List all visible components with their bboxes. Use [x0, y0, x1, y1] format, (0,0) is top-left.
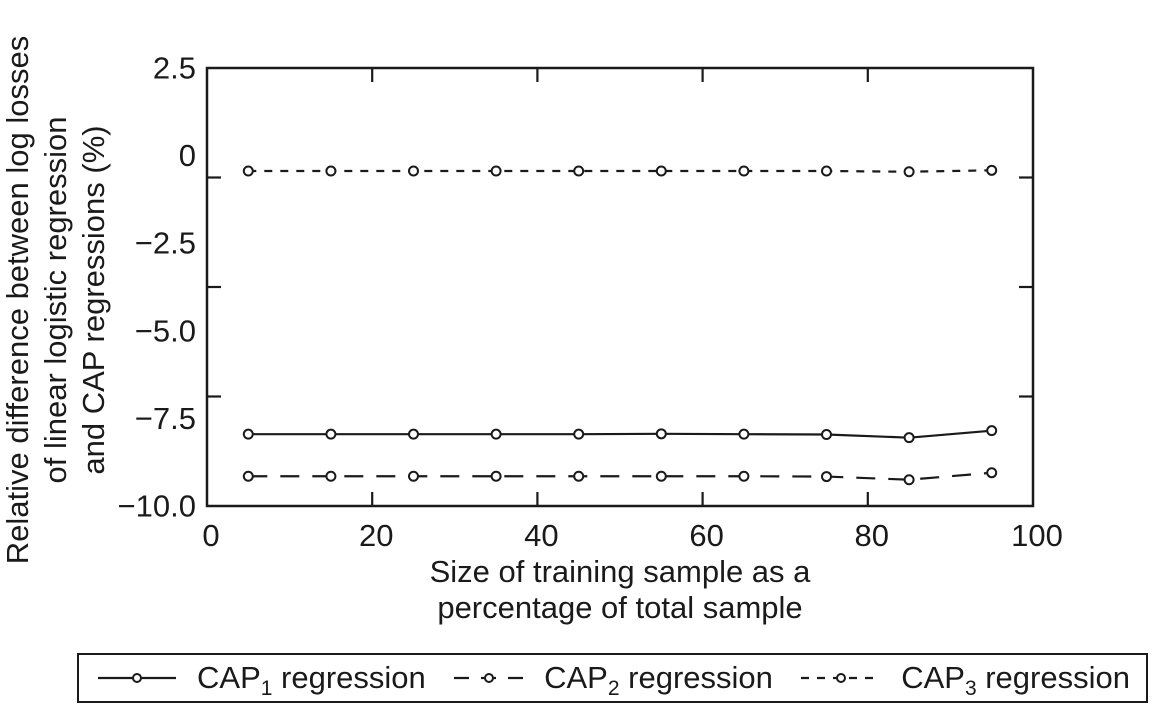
legend: CAP1 regression CAP2 regression CAP3 reg… [77, 653, 1148, 703]
data-point-cap1-x85 [903, 432, 915, 444]
data-point-cap3-x95 [986, 164, 998, 176]
series-line-cap2 [248, 471, 992, 481]
data-point-cap3-x55 [655, 165, 667, 177]
data-point-cap1-x5 [242, 428, 254, 440]
data-point-cap2-x35 [490, 470, 502, 482]
x-axis-title: Size of training sample as a percentage … [207, 554, 1033, 626]
x-tick-label-40: 40 [524, 518, 558, 553]
y-tick-label-3: −5.0 [135, 313, 196, 348]
legend-label-cap1-suffix: regression [272, 660, 426, 695]
x-axis-title-line-2: percentage of total sample [437, 590, 803, 625]
legend-label-cap1: CAP1 regression [197, 660, 426, 699]
x-tick-label-60: 60 [689, 518, 723, 553]
data-point-cap3-x15 [325, 165, 337, 177]
legend-entry-cap3: CAP3 regression [799, 660, 1130, 699]
legend-sample-marker-cap1 [132, 673, 142, 683]
data-point-cap2-x65 [738, 470, 750, 482]
legend-short-dash-line-icon [801, 673, 882, 683]
legend-long-dash-line-icon [454, 673, 525, 683]
data-point-cap3-x5 [242, 165, 254, 177]
legend-label-cap3-suffix: regression [976, 660, 1130, 695]
legend-label-cap3-subscript: 3 [964, 677, 977, 701]
legend-entry-cap1: CAP1 regression [95, 660, 426, 699]
data-point-cap3-x85 [903, 166, 915, 178]
y-tick-label-0: 2.5 [153, 51, 196, 86]
data-point-cap2-x45 [573, 470, 585, 482]
data-point-cap1-x75 [821, 429, 832, 441]
legend-label-cap3-prefix: CAP [901, 660, 965, 695]
series-line-cap3 [248, 169, 992, 173]
data-point-cap2-x25 [408, 470, 419, 482]
y-tick-label-5: −10.0 [118, 489, 196, 524]
series-line-cap1 [248, 429, 992, 439]
data-point-cap1-x95 [986, 425, 998, 437]
legend-solid-line-icon [98, 673, 176, 683]
x-tick-label-100: 100 [1011, 518, 1063, 553]
data-point-cap2-x95 [986, 467, 998, 479]
data-point-cap2-x55 [655, 470, 667, 482]
legend-label-cap1-subscript: 1 [260, 677, 273, 701]
legend-label-cap2-prefix: CAP [544, 660, 608, 695]
legend-sample-marker-cap2 [484, 673, 495, 683]
data-point-cap2-x85 [903, 474, 915, 486]
x-tick-label-20: 20 [359, 518, 393, 553]
legend-label-cap2-suffix: regression [619, 660, 773, 695]
legend-entry-cap2: CAP2 regression [452, 660, 773, 699]
data-point-cap1-x35 [490, 428, 502, 440]
data-point-cap3-x35 [490, 165, 502, 177]
legend-label-cap1-prefix: CAP [197, 660, 261, 695]
data-point-cap2-x15 [325, 470, 337, 482]
legend-label-cap2: CAP2 regression [544, 660, 773, 699]
data-point-cap2-x75 [821, 471, 832, 483]
data-point-cap1-x15 [325, 428, 337, 440]
y-tick-label-4: −7.5 [135, 401, 196, 436]
data-point-cap1-x65 [738, 428, 750, 440]
data-point-cap1-x45 [573, 428, 585, 440]
x-axis-title-line-1: Size of training sample as a [429, 554, 811, 589]
data-point-cap3-x75 [821, 165, 832, 177]
y-tick-label-1: 0 [179, 138, 196, 173]
data-point-cap3-x25 [408, 165, 419, 177]
y-tick-label-2: −2.5 [135, 226, 196, 261]
data-point-cap2-x5 [242, 470, 254, 482]
x-tick-label-80: 80 [855, 518, 889, 553]
data-point-cap3-x65 [738, 165, 750, 177]
data-point-cap1-x55 [655, 428, 667, 440]
legend-label-cap3: CAP3 regression [901, 660, 1130, 699]
legend-label-cap2-subscript: 2 [607, 677, 620, 701]
data-point-cap3-x45 [573, 165, 585, 177]
chart-plot-area: 0 20 40 60 80 100 2.5 0 −2.5 −5.0 −7.5 −10.0 [118, 51, 1063, 554]
x-tick-label-0: 0 [202, 518, 219, 553]
data-point-cap1-x25 [408, 428, 419, 440]
legend-sample-marker-cap3 [836, 673, 847, 683]
